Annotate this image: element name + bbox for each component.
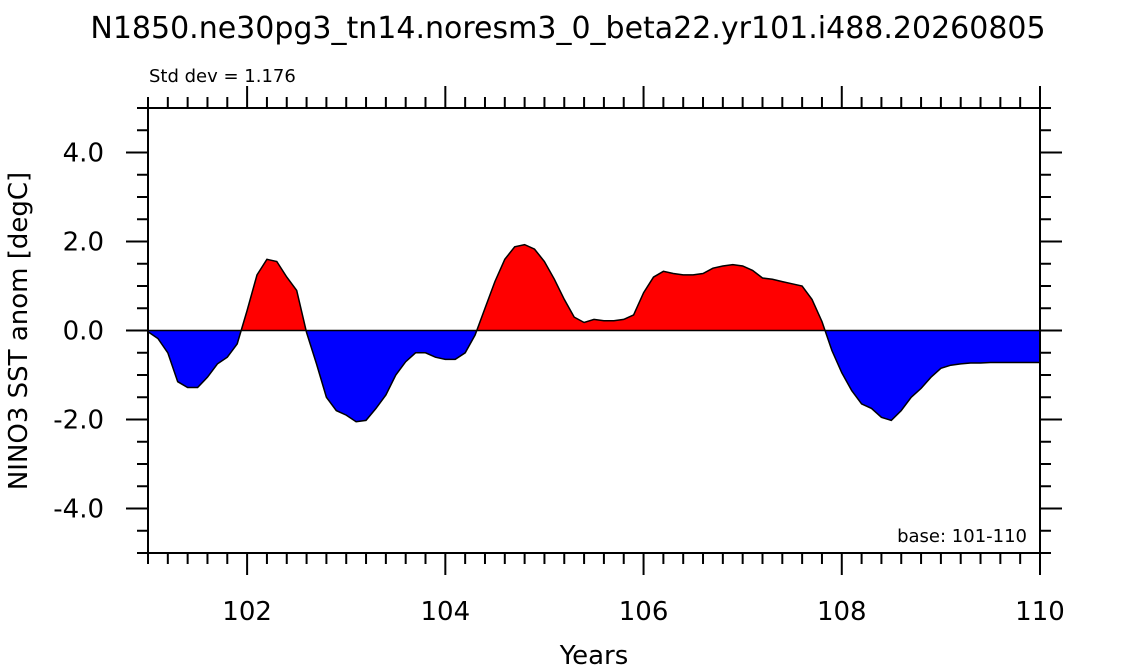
std-dev-label: Std dev = 1.176 bbox=[149, 66, 296, 87]
axis-ticks bbox=[126, 86, 1062, 575]
x-tick-label: 106 bbox=[619, 597, 669, 627]
y-tick-label: -2.0 bbox=[53, 406, 104, 436]
y-tick-label: -4.0 bbox=[53, 495, 104, 525]
anomaly-curve bbox=[147, 243, 1040, 423]
negative-anomaly-fill bbox=[147, 330, 1041, 423]
anomaly-curve-group bbox=[147, 243, 1040, 423]
y-axis-title: NINO3 SST anom [degC] bbox=[4, 172, 34, 490]
chart-title: N1850.ne30pg3_tn14.noresm3_0_beta22.yr10… bbox=[90, 11, 1045, 46]
x-tick-label: 102 bbox=[222, 597, 272, 627]
base-period-label: base: 101-110 bbox=[897, 526, 1027, 547]
y-tick-label: 0.0 bbox=[63, 317, 104, 347]
x-axis-title: Years bbox=[559, 641, 629, 671]
positive-anomaly-fill bbox=[240, 244, 826, 331]
x-tick-labels: 102 104 106 108 110 bbox=[222, 597, 1065, 627]
y-tick-labels: -4.0 -2.0 0.0 2.0 4.0 bbox=[53, 139, 104, 525]
x-tick-label: 104 bbox=[421, 597, 471, 627]
y-tick-label: 2.0 bbox=[63, 228, 104, 258]
x-tick-label: 108 bbox=[817, 597, 867, 627]
anomaly-fills bbox=[147, 244, 1041, 423]
y-tick-label: 4.0 bbox=[63, 139, 104, 169]
x-tick-label: 110 bbox=[1015, 597, 1065, 627]
